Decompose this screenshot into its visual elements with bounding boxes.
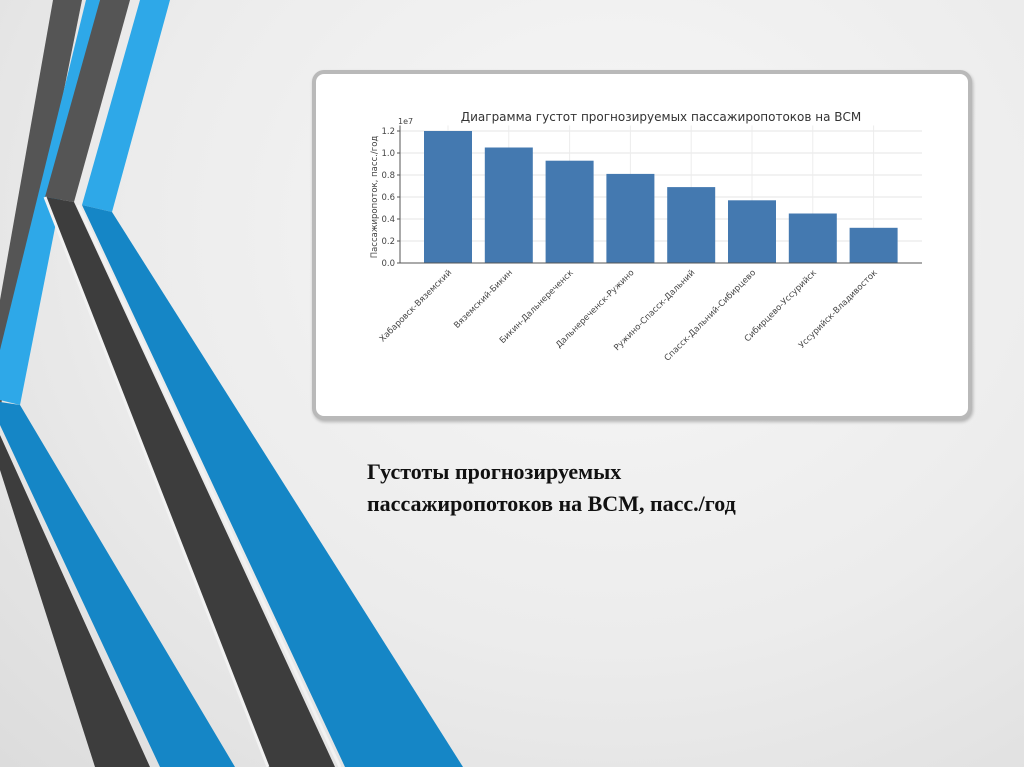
bar (424, 131, 472, 263)
x-tick-label: Хабаровск-Вяземский (378, 268, 454, 344)
blue-stripe-main-upper (82, 0, 170, 212)
bar (728, 200, 776, 263)
y-offset-label: 1e7 (398, 117, 413, 126)
y-tick-label: 0.0 (381, 259, 395, 269)
blue-stripe-main-lower (82, 205, 463, 767)
slide-caption: Густоты прогнозируемых пассажиропотоков … (367, 456, 736, 520)
blue-stripe-bottom (0, 402, 235, 767)
dark-stripe-bottom (0, 435, 150, 767)
y-axis-label: Пассажиропоток, пасс./год (370, 136, 380, 259)
dark-stripe-main-upper (45, 0, 130, 202)
bar (849, 227, 898, 263)
x-tick-label: Вяземский-Бикин (452, 268, 515, 331)
dark-stripe-main-lower (45, 197, 335, 767)
caption-line-2: пассажиропотоков на ВСМ, пасс./год (367, 491, 736, 516)
bar (788, 213, 837, 263)
y-tick-label: 1.0 (381, 149, 395, 159)
y-tick-label: 1.2 (381, 127, 395, 137)
bar (545, 160, 594, 263)
bar (667, 187, 716, 263)
y-tick-label: 0.8 (381, 171, 395, 181)
chart-title: Диаграмма густот прогнозируемых пассажир… (461, 110, 862, 124)
caption-line-1: Густоты прогнозируемых (367, 459, 622, 484)
y-tick-label: 0.2 (381, 237, 395, 247)
bar (606, 173, 655, 263)
y-tick-label: 0.4 (381, 215, 395, 225)
bar (484, 147, 533, 263)
y-tick-label: 0.6 (381, 193, 395, 203)
